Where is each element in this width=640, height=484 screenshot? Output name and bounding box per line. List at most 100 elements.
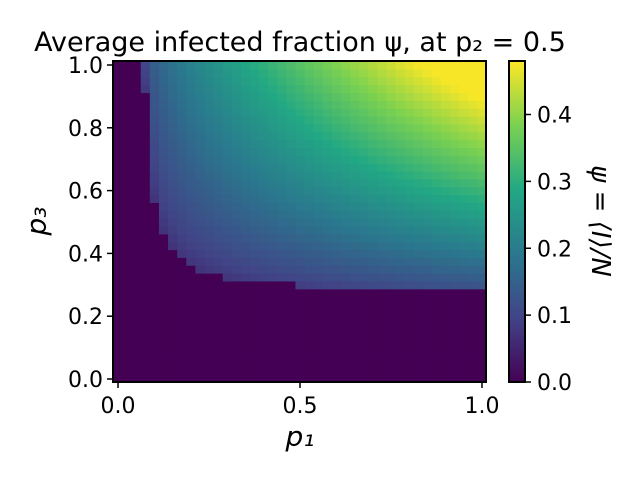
heatmap-cell [158,343,169,353]
heatmap-cell [468,320,479,329]
colorbar-tick-label: 0.3 [537,170,572,195]
heatmap-cell [359,61,369,70]
heatmap-cell [386,163,397,172]
heatmap-cell [122,202,133,211]
heatmap-cell [450,241,460,251]
heatmap-cell [186,375,196,382]
heatmap-cell [322,280,333,290]
heatmap-cell [395,123,406,133]
heatmap-cell [377,61,388,70]
heatmap-cell [422,265,433,274]
heatmap-cell [222,139,233,149]
heatmap-cell [431,210,442,219]
heatmap-cell [195,296,206,306]
heatmap-cell [259,139,269,149]
y-tick-label: 1.0 [68,54,103,79]
heatmap-cell [368,359,378,368]
heatmap-cell [140,296,151,306]
heatmap-cell [186,84,196,94]
heatmap-cell [422,76,433,86]
heatmap-cell [395,312,406,321]
heatmap-cell [131,288,142,298]
heatmap-cell [359,233,369,243]
heatmap-cell [413,312,424,321]
heatmap-cell [177,359,187,368]
heatmap-cell [322,241,333,251]
heatmap-cell [122,147,133,156]
heatmap-cell [340,139,351,149]
heatmap-cell [186,304,196,313]
heatmap-cell [313,367,324,376]
heatmap-cell [368,265,378,274]
heatmap-cell [249,320,260,329]
heatmap-cell [140,241,151,251]
heatmap-cell [395,100,406,109]
heatmap-cell [441,335,451,345]
heatmap-cell [277,249,287,258]
heatmap-cell [204,147,215,156]
heatmap-cell [413,194,424,203]
heatmap-cell [395,343,406,353]
x-axis-ticks: 0.0 0.5 1.0 [101,382,500,419]
heatmap-cell [359,304,369,313]
heatmap-cell [259,312,269,321]
heatmap-cell [422,327,433,337]
heatmap-cell [286,304,297,313]
y-axis-label: p₃ [20,207,53,237]
heatmap-cell [240,202,251,211]
heatmap-cell [368,92,378,101]
heatmap-cell [350,257,360,266]
heatmap-cell [304,280,315,290]
heatmap-cell [313,241,324,251]
heatmap-cell [386,210,397,219]
heatmap-cell [459,335,469,345]
heatmap-cell [368,288,378,298]
heatmap-cell [431,155,442,164]
heatmap-cell [313,123,324,133]
heatmap-cell [377,155,388,164]
heatmap-cell [459,202,469,211]
heatmap-cell [140,327,151,337]
heatmap-cell [168,233,178,243]
heatmap-cell [177,375,187,382]
heatmap-cell [304,131,315,141]
heatmap-cell [450,147,460,156]
heatmap-cell [149,233,160,243]
heatmap-cell [295,225,306,235]
heatmap-cell [149,131,160,141]
heatmap-cell [168,257,178,266]
heatmap-cell [331,327,342,337]
heatmap-cell [431,335,442,345]
heatmap-cell [286,241,297,251]
heatmap-cell [158,76,169,86]
heatmap-cell [286,312,297,321]
heatmap-cell [304,312,315,321]
heatmap-cell [231,257,242,266]
heatmap-cell [231,202,242,211]
heatmap-cell [377,327,388,337]
heatmap-cell [377,68,388,78]
heatmap-cell [195,76,206,86]
heatmap-cell [331,61,342,70]
heatmap-cell [395,320,406,329]
heatmap-cell [204,76,215,86]
heatmap-cell [122,343,133,353]
heatmap-cell [231,249,242,258]
heatmap-cell [413,61,424,70]
heatmap-cell [158,178,169,188]
heatmap-cell [441,359,451,368]
heatmap-cell [331,92,342,101]
heatmap-cell [195,257,206,266]
heatmap-cell [177,273,187,282]
heatmap-cell [340,163,351,172]
heatmap-cell [268,241,278,251]
heatmap-cell [459,76,469,86]
heatmap-cell [313,375,324,382]
heatmap-cell [295,375,306,382]
heatmap-cell [395,108,406,117]
heatmap-cell [450,359,460,368]
heatmap-cell [295,123,306,133]
heatmap-cell [368,123,378,133]
heatmap-cell [359,186,369,196]
heatmap-cell [477,186,486,196]
